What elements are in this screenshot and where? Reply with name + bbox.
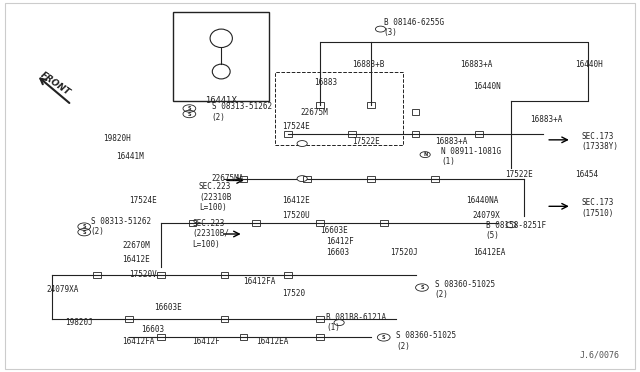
Bar <box>173 13 269 101</box>
Text: S: S <box>83 230 86 235</box>
Bar <box>316 316 324 322</box>
Text: 16883: 16883 <box>314 78 337 87</box>
Text: SEC.173
(17510): SEC.173 (17510) <box>581 198 614 218</box>
Text: SEC.223
(22310B/
L=100): SEC.223 (22310B/ L=100) <box>193 219 230 249</box>
Bar <box>284 131 292 137</box>
Text: B: B <box>300 141 304 146</box>
Bar <box>348 131 356 137</box>
Bar <box>157 272 164 278</box>
Bar <box>367 176 375 182</box>
Text: B: B <box>337 320 341 325</box>
Bar <box>252 220 260 226</box>
Text: 16883+A: 16883+A <box>531 115 563 124</box>
Text: 22670M: 22670M <box>122 241 150 250</box>
Text: S 08360-51025
(2): S 08360-51025 (2) <box>435 280 495 299</box>
Bar <box>316 220 324 226</box>
Text: 16454: 16454 <box>575 170 598 179</box>
Bar <box>125 316 132 322</box>
Text: 22675MA: 22675MA <box>212 174 244 183</box>
Text: 16440NA: 16440NA <box>467 196 499 205</box>
Text: 16883+B: 16883+B <box>352 60 384 69</box>
Circle shape <box>297 141 307 147</box>
Text: 17520U: 17520U <box>282 211 310 220</box>
Bar <box>431 176 438 182</box>
Text: N 08911-1081G
(1): N 08911-1081G (1) <box>441 147 501 166</box>
Text: 16883+A: 16883+A <box>435 137 467 146</box>
Text: 16440N: 16440N <box>473 82 500 91</box>
Text: 19820H: 19820H <box>103 134 131 142</box>
Text: 19820J: 19820J <box>65 318 93 327</box>
Text: 17522E: 17522E <box>505 170 532 179</box>
Text: S: S <box>188 106 191 111</box>
Text: J.6/0076: J.6/0076 <box>579 350 620 359</box>
Text: 16412E: 16412E <box>282 196 310 205</box>
Circle shape <box>376 26 386 32</box>
Text: B 081B8-6121A
(1): B 081B8-6121A (1) <box>326 313 387 332</box>
Text: B: B <box>509 222 513 227</box>
Text: 16412F: 16412F <box>193 337 220 346</box>
Bar <box>221 272 228 278</box>
Bar <box>412 109 419 115</box>
Bar <box>221 316 228 322</box>
Bar <box>316 102 324 108</box>
Text: 17522E: 17522E <box>352 137 380 146</box>
Text: SEC.173
(17338Y): SEC.173 (17338Y) <box>581 132 618 151</box>
Text: 16412FA: 16412FA <box>244 278 276 286</box>
Text: 16412FA: 16412FA <box>122 337 155 346</box>
Text: 17524E: 17524E <box>282 122 310 131</box>
Bar <box>412 131 419 137</box>
Text: 24079X: 24079X <box>473 211 500 220</box>
Text: 16603E: 16603E <box>154 303 182 312</box>
Text: S 08313-51262
(2): S 08313-51262 (2) <box>91 217 151 236</box>
Text: 16441M: 16441M <box>116 152 144 161</box>
Text: 24079XA: 24079XA <box>46 285 78 294</box>
Bar <box>240 176 247 182</box>
Text: SEC.223
(22310B
L=100): SEC.223 (22310B L=100) <box>199 182 231 212</box>
Text: 17520: 17520 <box>282 289 305 298</box>
Bar <box>316 334 324 340</box>
Text: FRONT: FRONT <box>39 70 72 97</box>
Text: S 08360-51025
(2): S 08360-51025 (2) <box>396 331 456 351</box>
Text: 16412E: 16412E <box>122 255 150 264</box>
Text: S: S <box>83 224 86 229</box>
Bar <box>367 102 375 108</box>
Bar <box>93 272 100 278</box>
Bar <box>303 176 311 182</box>
Text: 16440H: 16440H <box>575 60 603 69</box>
Text: S: S <box>382 335 385 340</box>
Text: 16603: 16603 <box>141 326 164 334</box>
Bar <box>284 272 292 278</box>
Text: B 08146-6255G
(3): B 08146-6255G (3) <box>384 17 444 37</box>
Text: 16603E: 16603E <box>320 226 348 235</box>
Text: S: S <box>188 112 191 116</box>
Text: 17520J: 17520J <box>390 248 418 257</box>
Text: S: S <box>420 285 424 290</box>
Text: 17524E: 17524E <box>129 196 157 205</box>
Circle shape <box>297 176 307 182</box>
Text: 16412EA: 16412EA <box>473 248 506 257</box>
Text: 16412F: 16412F <box>326 237 354 246</box>
Bar <box>476 131 483 137</box>
Bar <box>189 220 196 226</box>
Text: 16883+A: 16883+A <box>460 60 493 69</box>
Text: B: B <box>379 26 383 32</box>
Text: 17520V: 17520V <box>129 270 157 279</box>
Text: S 08313-51262
(2): S 08313-51262 (2) <box>212 102 272 122</box>
Bar <box>157 334 164 340</box>
Text: 22675M: 22675M <box>301 108 328 117</box>
Text: B: B <box>300 176 304 181</box>
Text: N: N <box>423 152 428 157</box>
Text: 16441X: 16441X <box>205 96 237 105</box>
Circle shape <box>506 222 516 228</box>
Circle shape <box>334 320 344 326</box>
Bar <box>240 334 247 340</box>
Text: B 08158-8251F
(5): B 08158-8251F (5) <box>486 221 546 240</box>
Text: 16412EA: 16412EA <box>256 337 289 346</box>
Text: 16603: 16603 <box>326 248 349 257</box>
Bar <box>380 220 388 226</box>
